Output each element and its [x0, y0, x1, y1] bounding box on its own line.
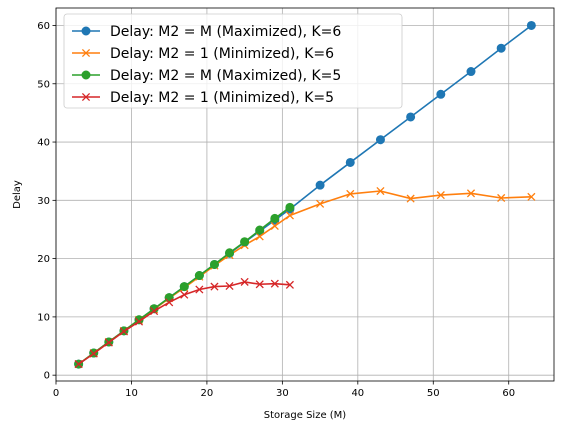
data-point	[526, 20, 536, 30]
legend-entry: Delay: M2 = M (Maximized), K=6	[72, 24, 341, 40]
legend: Delay: M2 = M (Maximized), K=6 Delay: M2 …	[63, 13, 403, 109]
legend-entry: Delay: M2 = 1 (Minimized), K=5	[72, 90, 334, 106]
data-point	[466, 67, 476, 77]
data-point	[165, 298, 174, 307]
y-tick-label: 0	[44, 371, 50, 382]
data-point	[89, 349, 98, 358]
data-point	[376, 186, 385, 196]
legend-entry: Delay: M2 = 1 (Minimized), K=6	[72, 46, 334, 62]
y-tick-label: 10	[37, 312, 50, 323]
data-point	[497, 193, 506, 203]
legend-label: Delay: M2 = M (Maximized), K=5	[110, 68, 341, 84]
legend-marker	[81, 92, 91, 102]
data-point	[255, 280, 264, 289]
data-point	[375, 135, 385, 145]
data-point	[194, 271, 204, 281]
data-point	[195, 285, 204, 294]
legend-marker	[81, 48, 91, 58]
x-tick-label: 0	[53, 388, 59, 399]
data-point	[285, 280, 294, 289]
legend-label: Delay: M2 = 1 (Minimized), K=5	[110, 90, 334, 106]
data-point	[270, 221, 279, 231]
y-tick-label: 40	[37, 138, 50, 149]
data-point	[345, 157, 355, 167]
axis-ticks: 0 10 20 30 40 50 60 0 10 20 30 40 50 60	[37, 21, 515, 399]
data-point	[210, 282, 219, 291]
data-point	[180, 290, 189, 299]
plot-frame	[55, 7, 555, 382]
x-tick-label: 20	[201, 388, 214, 399]
data-point	[315, 180, 325, 190]
data-point	[150, 307, 159, 316]
legend-label: Delay: M2 = 1 (Minimized), K=6	[110, 46, 334, 62]
data-point	[285, 202, 295, 212]
data-point	[134, 315, 144, 325]
data-point	[406, 112, 416, 122]
data-point	[74, 360, 83, 369]
x-tick-label: 10	[125, 388, 138, 399]
data-point	[255, 225, 265, 235]
x-tick-label: 40	[351, 388, 364, 399]
data-point	[316, 199, 325, 208]
series-4	[74, 277, 294, 369]
data-point	[225, 281, 234, 291]
y-tick-label: 60	[37, 21, 50, 32]
data-point	[527, 192, 536, 201]
y-axis-label: Delay	[12, 180, 23, 209]
series-group	[74, 20, 536, 369]
data-point	[209, 259, 219, 269]
x-tick-label: 50	[427, 388, 440, 399]
data-point	[134, 317, 144, 326]
data-point	[104, 338, 113, 347]
y-tick-label: 50	[37, 79, 50, 90]
y-tick-label: 20	[37, 254, 50, 265]
data-point	[496, 43, 506, 53]
data-point	[436, 89, 446, 99]
data-point	[240, 277, 249, 286]
x-tick-label: 30	[276, 388, 289, 399]
data-point	[270, 279, 279, 288]
data-point	[466, 189, 476, 198]
data-point	[285, 211, 294, 220]
legend-entry: Delay: M2 = M (Maximized), K=5	[72, 68, 341, 84]
legend-box	[63, 13, 403, 109]
x-axis-label: Storage Size (M)	[264, 410, 347, 421]
legend-marker	[81, 26, 91, 36]
data-point	[270, 213, 280, 223]
data-point	[240, 237, 250, 247]
x-tick-label: 60	[502, 388, 515, 399]
legend-marker	[81, 70, 91, 80]
y-tick-label: 30	[37, 196, 50, 207]
data-point	[346, 189, 355, 198]
legend-label: Delay: M2 = M (Maximized), K=6	[110, 24, 341, 40]
data-point	[406, 194, 415, 203]
data-point	[436, 191, 445, 200]
data-point	[225, 248, 235, 258]
data-point	[179, 282, 189, 292]
data-point	[119, 327, 128, 336]
data-point	[255, 232, 264, 241]
